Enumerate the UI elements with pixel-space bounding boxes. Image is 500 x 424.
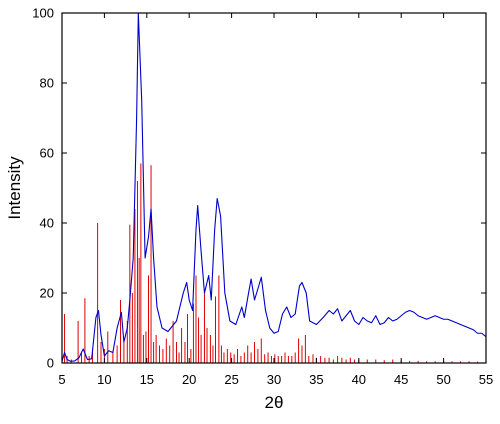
y-axis-label: Intensity — [5, 156, 24, 220]
y-tick-label: 20 — [40, 286, 54, 301]
y-tick-label: 0 — [47, 356, 54, 371]
x-tick-label: 15 — [140, 372, 154, 387]
y-tick-label: 80 — [40, 76, 54, 91]
x-axis-ticks: 5 10 15 20 25 30 35 40 45 50 55 — [58, 13, 493, 387]
x-tick-label: 25 — [224, 372, 238, 387]
plot-frame — [61, 12, 487, 364]
x-tick-label: 30 — [267, 372, 281, 387]
x-tick-label: 5 — [58, 372, 65, 387]
plot-series — [62, 13, 486, 363]
x-tick-label: 10 — [97, 372, 111, 387]
x-tick-label: 20 — [182, 372, 196, 387]
x-tick-label: 40 — [352, 372, 366, 387]
x-tick-label: 50 — [436, 372, 450, 387]
y-tick-label: 60 — [40, 146, 54, 161]
y-tick-label: 100 — [32, 6, 54, 21]
x-axis-label: 2θ — [265, 393, 284, 412]
x-tick-label: 55 — [479, 372, 493, 387]
measured-pattern-line — [62, 13, 486, 362]
y-axis-ticks: 0 20 40 60 80 100 — [32, 6, 486, 371]
measured-pattern-series — [62, 13, 486, 362]
x-tick-label: 35 — [309, 372, 323, 387]
y-tick-label: 40 — [40, 216, 54, 231]
x-tick-label: 45 — [394, 372, 408, 387]
